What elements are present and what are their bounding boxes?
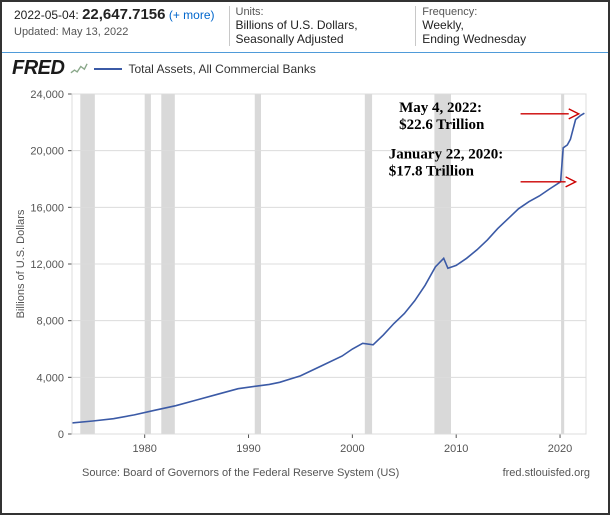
site-text: fred.stlouisfed.org [503,467,590,479]
units-label: Units: [236,6,410,18]
chart-area: 0 4,000 8,000 12,000 16,000 20,000 24,000 1980 1… [10,84,600,467]
svg-text:2010: 2010 [444,443,468,455]
freq-l2: Ending Wednesday [422,32,596,46]
svg-text:16,000: 16,000 [30,202,64,214]
header-observation: 2022-05-04: 22,647.7156 (+ more) Updated… [8,6,229,46]
units-l2: Seasonally Adjusted [236,32,410,46]
updated-text: Updated: May 13, 2022 [14,26,223,38]
freq-label: Frequency: [422,6,596,18]
freq-l1: Weekly, [422,18,596,32]
footer-row: Source: Board of Governors of the Federa… [2,467,608,479]
svg-text:$22.6 Trillion: $22.6 Trillion [399,117,485,133]
svg-text:2020: 2020 [548,443,572,455]
svg-text:$17.8 Trillion: $17.8 Trillion [389,164,475,180]
svg-text:1980: 1980 [132,443,156,455]
header-units: Units: Billions of U.S. Dollars, Seasona… [229,6,416,46]
series-title: Total Assets, All Commercial Banks [128,62,315,76]
svg-text:May 4, 2022:: May 4, 2022: [399,100,482,116]
series-swatch [94,68,122,70]
title-row: FRED Total Assets, All Commercial Banks [2,52,608,82]
econ-icon [70,62,88,76]
chart-svg: 0 4,000 8,000 12,000 16,000 20,000 24,000 1980 1… [10,84,600,464]
header-frequency: Frequency: Weekly, Ending Wednesday [415,6,602,46]
fred-chart-container: 2022-05-04: 22,647.7156 (+ more) Updated… [0,0,610,515]
source-text: Source: Board of Governors of the Federa… [82,467,399,479]
svg-text:4,000: 4,000 [36,372,64,384]
svg-text:8,000: 8,000 [36,316,64,328]
svg-text:24,000: 24,000 [30,89,64,101]
svg-text:Billions of U.S. Dollars: Billions of U.S. Dollars [15,209,27,318]
svg-text:12,000: 12,000 [30,259,64,271]
svg-text:2000: 2000 [340,443,364,455]
obs-date: 2022-05-04: [14,8,79,22]
fred-logo: FRED [12,57,64,80]
more-link[interactable]: (+ more) [169,8,215,22]
svg-text:20,000: 20,000 [30,146,64,158]
svg-text:0: 0 [58,429,64,441]
header-row: 2022-05-04: 22,647.7156 (+ more) Updated… [2,2,608,52]
units-l1: Billions of U.S. Dollars, [236,18,410,32]
svg-text:1990: 1990 [236,443,260,455]
svg-text:January 22, 2020:: January 22, 2020: [389,147,504,163]
obs-value: 22,647.7156 [82,6,165,23]
